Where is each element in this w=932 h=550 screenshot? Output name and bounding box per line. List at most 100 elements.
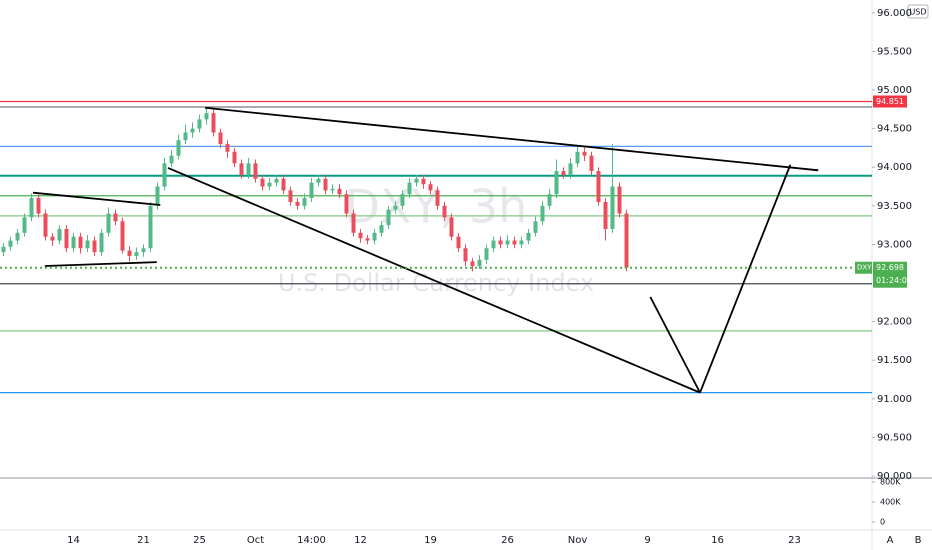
candle-body xyxy=(197,119,202,129)
candle-body xyxy=(568,163,573,175)
candle-body xyxy=(498,240,503,245)
candle-body xyxy=(211,113,216,133)
y-tick-label: 95.500 xyxy=(877,46,912,57)
candle-body xyxy=(456,236,461,249)
candle-body xyxy=(8,240,13,247)
countdown-label: 01:24:07 xyxy=(876,276,912,285)
candle-body xyxy=(407,182,412,195)
candle-body xyxy=(379,225,384,233)
y-tick-label: 93.000 xyxy=(877,239,912,250)
trendline xyxy=(699,164,792,393)
candle-body xyxy=(463,248,468,262)
price-badge xyxy=(873,261,907,288)
candle-body xyxy=(323,178,328,191)
candle-body xyxy=(162,163,167,187)
candle-body xyxy=(232,151,237,164)
candle-body xyxy=(99,232,104,253)
candle-body xyxy=(204,113,209,120)
candle-body xyxy=(57,228,62,241)
candle-body xyxy=(253,163,258,179)
candle-body xyxy=(309,182,314,199)
watermark: DXY, 3h xyxy=(345,180,528,234)
x-tick-label: 14:00 xyxy=(297,535,326,546)
y-tick-label: 90.500 xyxy=(877,432,912,443)
candle-body xyxy=(295,201,300,206)
y-tick-label: 94.500 xyxy=(877,124,912,135)
candle-body xyxy=(190,128,195,133)
candle-body xyxy=(71,236,76,249)
x-tick-label: 23 xyxy=(788,535,801,546)
candle-body xyxy=(183,132,188,141)
candle-body xyxy=(624,213,629,268)
candle-body xyxy=(561,171,566,175)
candle-body xyxy=(141,248,146,253)
candle-body xyxy=(540,205,545,222)
candle-body xyxy=(617,186,622,214)
x-tick-label: 16 xyxy=(711,535,724,546)
candle-body xyxy=(169,155,174,164)
candle-body xyxy=(344,194,349,214)
candle-body xyxy=(50,236,55,241)
candle-body xyxy=(267,182,272,187)
y-tick-label: 91.000 xyxy=(877,394,912,405)
candle-body xyxy=(554,171,559,195)
y-tick-label: 90.000 xyxy=(877,471,912,482)
price-badge xyxy=(873,95,907,108)
candle-body xyxy=(29,198,34,218)
candle-body xyxy=(575,151,580,164)
x-tick-label: Oct xyxy=(247,535,264,546)
candle-body xyxy=(92,240,97,253)
candle-body xyxy=(239,163,244,175)
price-badge-label: 94.851 xyxy=(876,97,904,106)
currency[interactable]: USD xyxy=(909,8,926,17)
candle-body xyxy=(512,240,517,245)
candle-body xyxy=(589,155,594,172)
candle-body xyxy=(610,186,615,229)
candle-body xyxy=(36,198,41,214)
settings-button[interactable]: B xyxy=(915,535,922,546)
candle-body xyxy=(414,178,419,183)
x-tick-label: 19 xyxy=(424,535,437,546)
candle-body xyxy=(281,178,286,191)
x-tick-label: 9 xyxy=(644,535,650,546)
y2-tick-label: 800K xyxy=(880,478,901,487)
y-tick-label: 92.000 xyxy=(877,317,912,328)
candle-body xyxy=(288,190,293,202)
candle-body xyxy=(477,259,482,267)
candle-body xyxy=(449,217,454,237)
candle-body xyxy=(470,261,475,267)
candle-body xyxy=(435,190,440,206)
candle-body xyxy=(372,232,377,241)
candle-body xyxy=(365,238,370,241)
candle-body xyxy=(603,201,608,229)
candle-body xyxy=(155,186,160,206)
candle-body xyxy=(484,248,489,260)
y2-tick-label: 0 xyxy=(880,518,885,527)
x-tick-label: Nov xyxy=(568,535,588,546)
candle-body xyxy=(421,178,426,185)
candle-body xyxy=(260,178,265,187)
candle-body xyxy=(127,250,132,256)
trendline xyxy=(649,296,701,394)
y-tick-label: 93.500 xyxy=(877,201,912,212)
candle-body xyxy=(337,188,342,195)
x-tick-label: 21 xyxy=(137,535,150,546)
trendline xyxy=(44,261,157,267)
candle-body xyxy=(491,240,496,249)
candle-body xyxy=(246,163,251,175)
y-tick-label: 94.000 xyxy=(877,162,912,173)
candle-body xyxy=(148,205,153,249)
candle-body xyxy=(428,184,433,191)
currency-button[interactable] xyxy=(907,4,929,19)
auto-button[interactable]: A xyxy=(887,535,894,546)
candle-body xyxy=(43,213,48,237)
watermark-description: U.S. Dollar Currency Index xyxy=(278,269,594,297)
candle-body xyxy=(85,240,90,249)
candle-body xyxy=(15,232,20,241)
candle-body xyxy=(351,213,356,233)
y-tick-label: 91.500 xyxy=(877,355,912,366)
candle-body xyxy=(519,240,524,245)
candle-body xyxy=(176,140,181,156)
